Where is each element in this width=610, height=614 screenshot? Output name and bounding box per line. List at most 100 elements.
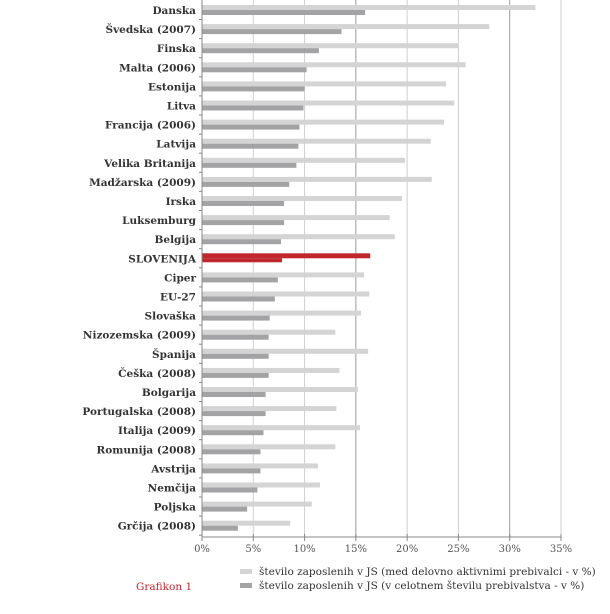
bar-dark — [202, 487, 258, 493]
legend: število zaposlenih v JS (med delovno akt… — [240, 566, 596, 592]
bar-dark — [202, 10, 366, 15]
bar-dark — [202, 239, 281, 245]
category-label: Slovaška — [145, 311, 197, 323]
category-label: Češka (2008) — [118, 366, 196, 380]
bar-light — [202, 157, 406, 163]
bar-light — [202, 520, 291, 526]
category-label: Danska — [152, 5, 196, 17]
bar-dark — [202, 220, 285, 226]
bar-dark — [202, 430, 264, 436]
category-label: Grčija (2008) — [118, 520, 196, 533]
category-label: Bolgarija — [142, 387, 196, 399]
bar-light — [202, 387, 358, 392]
category-label: Romunija (2008) — [96, 444, 196, 456]
category-label: Avstrija — [150, 463, 196, 475]
bar-light — [202, 406, 337, 412]
figure-caption: Grafikon 1 — [136, 581, 192, 593]
bar-light — [202, 5, 536, 10]
bar-dark — [202, 296, 275, 302]
bar-light — [202, 81, 447, 87]
bar-light — [202, 310, 361, 316]
bar-light — [202, 176, 432, 182]
category-label: Nemčija — [148, 482, 197, 495]
bar-light — [202, 291, 370, 297]
category-label: Finska — [157, 43, 196, 55]
x-tick-label: 15% — [345, 544, 367, 555]
bar-dark — [202, 315, 270, 321]
category-label: Francija (2006) — [105, 120, 196, 132]
category-label: Estonija — [148, 81, 196, 93]
bar-light — [202, 463, 318, 469]
category-label: Madžarska (2009) — [89, 177, 196, 189]
bar-dark — [202, 67, 307, 73]
category-label: Švedska (2007) — [105, 22, 196, 36]
gridlines — [201, 0, 562, 537]
legend-swatch-light — [240, 569, 252, 574]
bar-dark — [202, 411, 266, 417]
bar-highlight-dark — [202, 258, 283, 263]
bar-dark — [202, 277, 278, 283]
bar-dark — [202, 162, 297, 168]
bars — [202, 5, 536, 531]
category-label: Malta (2006) — [119, 62, 196, 74]
bar-dark — [202, 334, 269, 340]
bar-dark — [202, 105, 304, 111]
x-tick-label: 5% — [245, 544, 261, 555]
x-tick-label: 30% — [499, 544, 521, 555]
category-label: Irska — [166, 196, 197, 208]
category-label: Belgija — [155, 234, 197, 246]
bar-dark — [202, 372, 269, 378]
bar-dark — [202, 86, 305, 92]
bar-light — [202, 444, 336, 450]
bar-dark — [202, 468, 261, 474]
category-label: Luksemburg — [122, 215, 197, 227]
category-label: Nizozemska (2009) — [83, 330, 196, 342]
bar-light — [202, 367, 340, 373]
bar-light — [202, 348, 369, 354]
legend-label-light: število zaposlenih v JS (med delovno akt… — [259, 566, 596, 578]
category-label: Velika Britanija — [103, 158, 196, 170]
bar-dark — [202, 201, 285, 206]
bar-light — [202, 272, 365, 278]
bar-light — [202, 138, 431, 144]
category-label: Latvija — [156, 139, 196, 151]
bar-light — [202, 119, 445, 125]
bar-dark — [202, 449, 261, 455]
x-tick-label: 35% — [550, 544, 572, 555]
bar-light — [202, 100, 455, 106]
bar-light — [202, 43, 459, 49]
legend-swatch-dark — [240, 583, 252, 588]
bar-light — [202, 215, 390, 221]
bar-dark — [202, 525, 238, 531]
category-label: EU-27 — [160, 292, 196, 304]
legend-label-dark: število zaposlenih v JS (v celotnem štev… — [259, 580, 584, 592]
bar-dark — [202, 181, 290, 187]
bar-light — [202, 501, 312, 507]
category-labels: Danska Švedska (2007) Finska Malta (2006) Es… — [82, 5, 196, 533]
category-label: Italija (2009) — [118, 425, 196, 437]
x-tick-label: 10% — [293, 544, 315, 555]
category-label: Španija — [152, 347, 196, 361]
category-label: SLOVENIJA — [128, 253, 197, 265]
x-tick-label: 0% — [194, 544, 210, 555]
bar-light — [202, 24, 490, 30]
bar-dark — [202, 29, 342, 35]
bar-dark — [202, 506, 248, 512]
bar-light — [202, 329, 336, 335]
bar-dark — [202, 143, 299, 149]
bar-light — [202, 482, 320, 488]
category-label: Poljska — [154, 502, 197, 514]
bar-light — [202, 62, 466, 68]
bar-dark — [202, 48, 319, 54]
bar-light — [202, 196, 403, 201]
category-label: Portugalska (2008) — [82, 406, 196, 418]
bar-dark — [202, 124, 300, 130]
bar-light — [202, 234, 395, 240]
bar-highlight-light — [202, 253, 371, 259]
bar-dark — [202, 353, 269, 359]
category-label: Litva — [167, 101, 196, 113]
bar-dark — [202, 392, 266, 397]
category-label: Ciper — [164, 272, 196, 284]
bar-light — [202, 425, 360, 431]
